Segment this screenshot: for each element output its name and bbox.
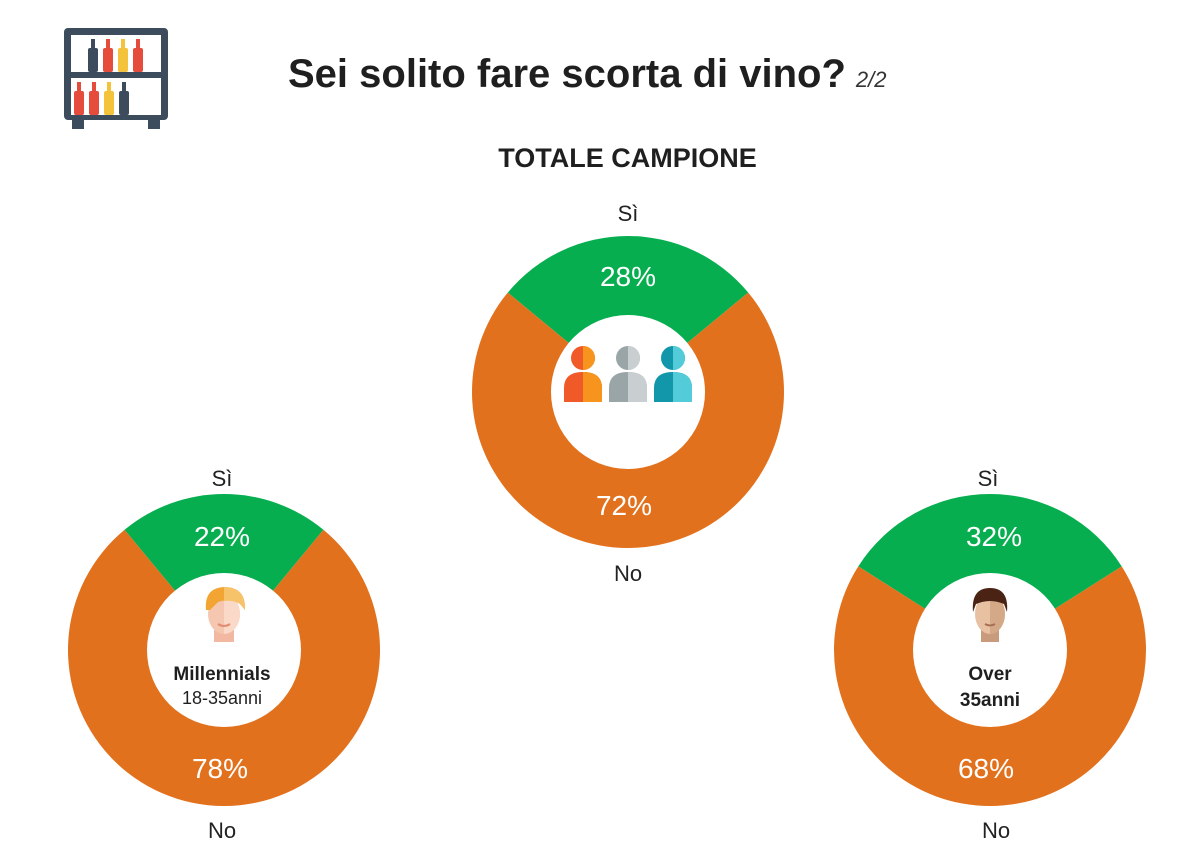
chart-3-yes-label: Sì [977,466,999,491]
group-of-people-icon [564,346,692,402]
chart-2-yes-value: 22% [194,521,250,552]
chart-3-slice-yes [858,494,1122,650]
chart-3-center-subtitle: 35anni [960,690,1020,711]
section-title: TOTALE CAMPIONE [498,143,757,173]
chart-2-no-value: 78% [192,753,248,784]
page-title: Sei solito fare scorta di vino? 2/2 [288,52,887,97]
chart-1-yes-label: Sì [617,201,639,226]
donut-chart-millennials: Millennials 18-35anni 22% 78% [67,494,380,806]
wine-rack-icon [64,28,168,129]
adult-person-icon [972,588,1008,642]
title-text: Sei solito fare scorta di vino? [288,52,846,96]
chart-3-yes-value: 32% [966,521,1022,552]
chart-2-center-title: Millennials [173,664,270,685]
chart-2-no-label: No [207,818,237,843]
donut-chart-total: 28% 72% [472,236,784,548]
chart-1-no-label: No [613,561,643,586]
page-indicator: 2/2 [855,67,887,92]
chart-2-center-subtitle: 18-35anni [182,688,262,708]
donut-chart-over-35: Over 35anni 32% 68% [834,494,1146,806]
young-person-icon [205,587,246,642]
chart-3-no-value: 68% [958,753,1014,784]
chart-1-no-value: 72% [596,490,652,521]
chart-3-center-title: Over [968,664,1012,685]
chart-2-yes-label: Sì [211,466,233,491]
chart-1-yes-value: 28% [600,261,656,292]
chart-1-slice-yes [507,236,749,392]
chart-2-slice-yes [124,494,324,650]
chart-3-no-label: No [981,818,1011,843]
